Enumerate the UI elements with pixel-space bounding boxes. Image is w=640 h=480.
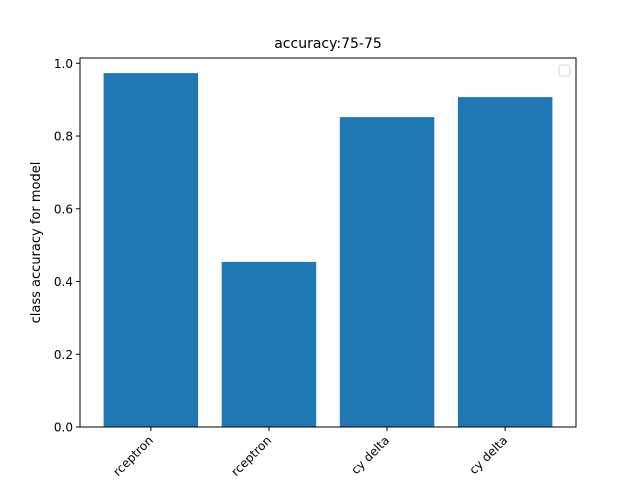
plot-frame [79,57,577,428]
bar-3 [339,117,435,427]
chart-title: accuracy:75-75 [274,36,382,52]
plot-area: rceptron rceptron cy delta cy delta 0.0 0.2 0.… [54,57,553,479]
y-tick-label: 0.8 [54,130,73,144]
y-tick-label: 0.2 [54,348,73,362]
y-tick-label: 0.6 [54,202,73,216]
bar-1 [103,73,199,427]
legend [558,64,571,77]
x-tick-label-4: cy delta [466,433,510,477]
x-tick-label-2: rceptron [228,433,274,479]
y-axis-label: class accuracy for model [29,162,44,324]
y-tick-label: 1.0 [54,57,73,71]
legend-box [558,64,571,77]
y-tick-label: 0.4 [54,275,73,289]
bar-4 [457,97,553,428]
y-tick-label: 0.0 [54,421,73,435]
x-tick-label-1: rceptron [110,433,156,479]
x-tick-label-3: cy delta [348,433,392,477]
bar-2 [221,261,317,427]
